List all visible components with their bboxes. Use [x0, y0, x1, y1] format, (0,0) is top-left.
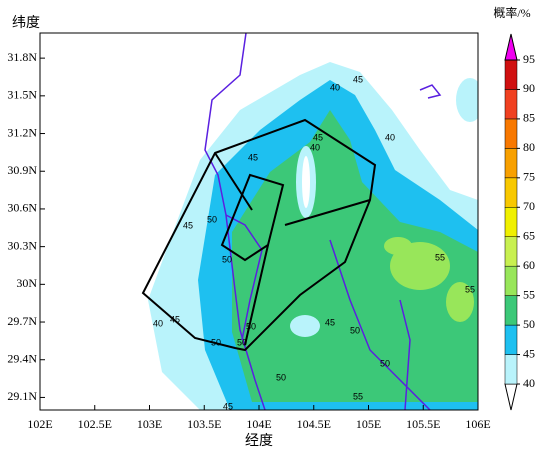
colorbar-tick-label: 65: [523, 228, 535, 242]
colorbar-segment: [504, 177, 518, 208]
colorbar-segment: [504, 59, 518, 90]
contour-label: 55: [435, 252, 445, 262]
contour-label: 40: [153, 318, 163, 328]
colorbar-tick-label: 40: [523, 376, 535, 390]
map-field: [40, 33, 478, 410]
colorbar-tick-label: 95: [523, 52, 535, 66]
x-tick-label: 105.5E: [406, 417, 440, 431]
x-tick-label: 104.5E: [297, 417, 331, 431]
colorbar-segment: [504, 236, 518, 267]
y-tick-label: 29.1N: [7, 389, 37, 403]
contour-label: 50: [222, 254, 232, 264]
contour-area: [302, 156, 310, 208]
contour-label: 55: [353, 391, 363, 401]
colorbar-tick-label: 75: [523, 170, 535, 184]
colorbar-over: [504, 33, 518, 61]
colorbar-tick-label: 50: [523, 317, 535, 331]
x-tick-label: 106E: [465, 417, 490, 431]
colorbar-tick-label: 70: [523, 199, 535, 213]
y-tick-label: 29.4N: [7, 351, 37, 365]
x-tick-label: 102E: [27, 417, 52, 431]
contour-label: 45: [183, 220, 193, 230]
contour-label: 45: [248, 152, 258, 162]
contour-label: 45: [353, 74, 363, 84]
y-tick-label: 31.2N: [7, 125, 37, 139]
contour-area: [390, 242, 450, 290]
contour-label: 40: [330, 82, 340, 92]
y-axis-label: 纬度: [12, 15, 40, 31]
colorbar-tick-label: 45: [523, 346, 535, 360]
y-tick-label: 31.8N: [7, 50, 37, 64]
x-axis-label: 经度: [245, 433, 273, 449]
contour-area: [456, 78, 478, 122]
contour-label: 50: [246, 321, 256, 331]
colorbar-under: [504, 383, 518, 411]
colorbar-segment: [504, 354, 518, 385]
x-tick-label: 105E: [356, 417, 381, 431]
colorbar-segment: [504, 265, 518, 296]
colorbar-segment: [504, 324, 518, 355]
colorbar-tick-label: 55: [523, 287, 535, 301]
region-outlines: [141, 118, 377, 352]
contour-label: 50: [207, 214, 217, 224]
y-tick-label: 30.3N: [7, 238, 37, 252]
contour-label: 40: [385, 132, 395, 142]
colorbar-tick-label: 85: [523, 111, 535, 125]
contour-label: 45: [170, 314, 180, 324]
y-tick-label: 30.6N: [7, 201, 37, 215]
contour-area: [384, 237, 412, 255]
contour-label: 45: [325, 317, 335, 327]
contour-label: 50: [237, 337, 247, 347]
contour-area: [290, 315, 320, 337]
y-tick-label: 30N: [16, 276, 37, 290]
colorbar-segment: [504, 118, 518, 149]
y-tick-label: 29.7N: [7, 314, 37, 328]
colorbar-segment: [504, 207, 518, 237]
x-tick-label: 103.5E: [187, 417, 221, 431]
contour-label: 50: [211, 337, 221, 347]
y-tick-label: 31.5N: [7, 88, 37, 102]
colorbar-segment: [504, 148, 518, 179]
contour-label: 40: [310, 142, 320, 152]
x-tick-label: 104E: [246, 417, 271, 431]
contour-label: 50: [276, 372, 286, 382]
colorbar-segment: [504, 89, 518, 120]
contour-area: [446, 282, 474, 322]
colorbar-tick-label: 80: [523, 140, 535, 154]
colorbar-segment: [504, 295, 518, 326]
contour-label: 50: [380, 358, 390, 368]
colorbar-tick-label: 60: [523, 258, 535, 272]
colorbar-title: 概率/%: [493, 5, 530, 20]
y-tick-label: 30.9N: [7, 163, 37, 177]
contour-label: 50: [350, 325, 360, 335]
x-tick-label: 103E: [137, 417, 162, 431]
contour-label: 45: [313, 132, 323, 142]
x-tick-label: 102.5E: [78, 417, 112, 431]
contour-label: 45: [223, 401, 233, 411]
colorbar-tick-label: 90: [523, 81, 535, 95]
contour-label: 55: [465, 284, 475, 294]
